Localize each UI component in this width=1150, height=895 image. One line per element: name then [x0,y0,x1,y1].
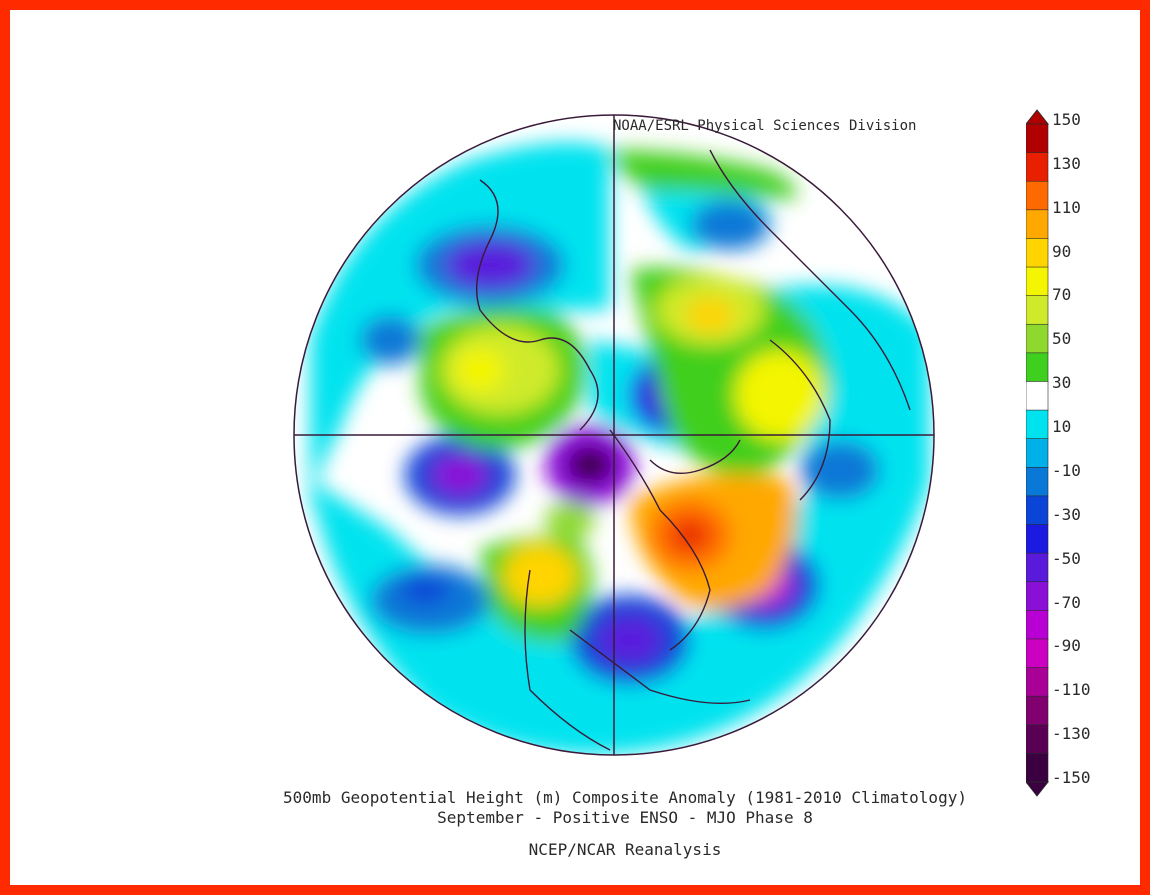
data-source: NCEP/NCAR Reanalysis [528,840,722,859]
colorbar-swatch [1025,381,1049,411]
colorbar-swatch [1025,295,1049,326]
figure-subtitle: September - Positive ENSO - MJO Phase 8 [437,808,813,827]
colorbar-swatch [1025,352,1049,383]
colorbar-tick-label: -150 [1052,768,1091,787]
anomaly-field [294,115,934,755]
colorbar-swatch [1025,123,1049,154]
colorbar-tick-label: -110 [1052,680,1091,700]
colorbar-swatch [1025,152,1049,183]
colorbar-swatch [1025,552,1049,583]
colorbar: 150 130 110 90 70 50 30 10 -10 -30 -50 -70 -90 -110 -1… [1024,102,1136,812]
colorbar-tick-label: 130 [1052,153,1081,173]
colorbar-tick-label: 10 [1052,417,1072,437]
credit-text: NOAA/ESRL Physical Sciences Division [613,118,917,134]
map-boundary [293,114,935,756]
colorbar-swatch [1025,638,1049,669]
colorbar-swatch [1025,266,1049,297]
colorbar-tick-label: -90 [1052,636,1081,656]
colorbar-tick-label: 150 [1052,110,1081,129]
colorbar-swatch [1025,467,1049,497]
colorbar-tick-label: -10 [1052,460,1081,480]
colorbar-swatch [1025,209,1049,240]
colorbar-swatch [1025,180,1049,211]
colorbar-tick-label: -50 [1052,548,1081,568]
colorbar-swatch [1025,495,1049,526]
colorbar-swatch [1025,753,1049,783]
polar-map [293,114,935,756]
colorbar-tick-label: 90 [1052,241,1072,261]
colorbar-strip [1024,109,1050,797]
colorbar-tick-label: 110 [1052,197,1081,217]
colorbar-swatch [1025,724,1049,755]
colorbar-swatch [1025,323,1049,354]
colorbar-min-arrow [1024,781,1050,797]
figure-title: 500mb Geopotential Height (m) Composite … [283,788,967,807]
colorbar-swatch [1025,238,1049,268]
colorbar-swatch [1025,524,1049,554]
colorbar-swatch [1025,695,1049,726]
colorbar-tick-label: 30 [1052,373,1072,393]
colorbar-swatch [1025,581,1049,612]
colorbar-swatch [1025,610,1049,640]
colorbar-max-arrow [1024,109,1050,125]
colorbar-tick-label: -70 [1052,592,1081,612]
colorbar-swatch [1025,409,1049,440]
figure-frame: NOAA/ESRL Physical Sciences Division 500… [10,10,1140,885]
colorbar-tick-label: -130 [1052,724,1091,744]
colorbar-tick-label: -30 [1052,504,1081,524]
colorbar-swatch [1025,667,1049,697]
colorbar-tick-label: 50 [1052,329,1072,349]
colorbar-tick-label: 70 [1052,285,1072,305]
colorbar-swatch [1025,438,1049,469]
